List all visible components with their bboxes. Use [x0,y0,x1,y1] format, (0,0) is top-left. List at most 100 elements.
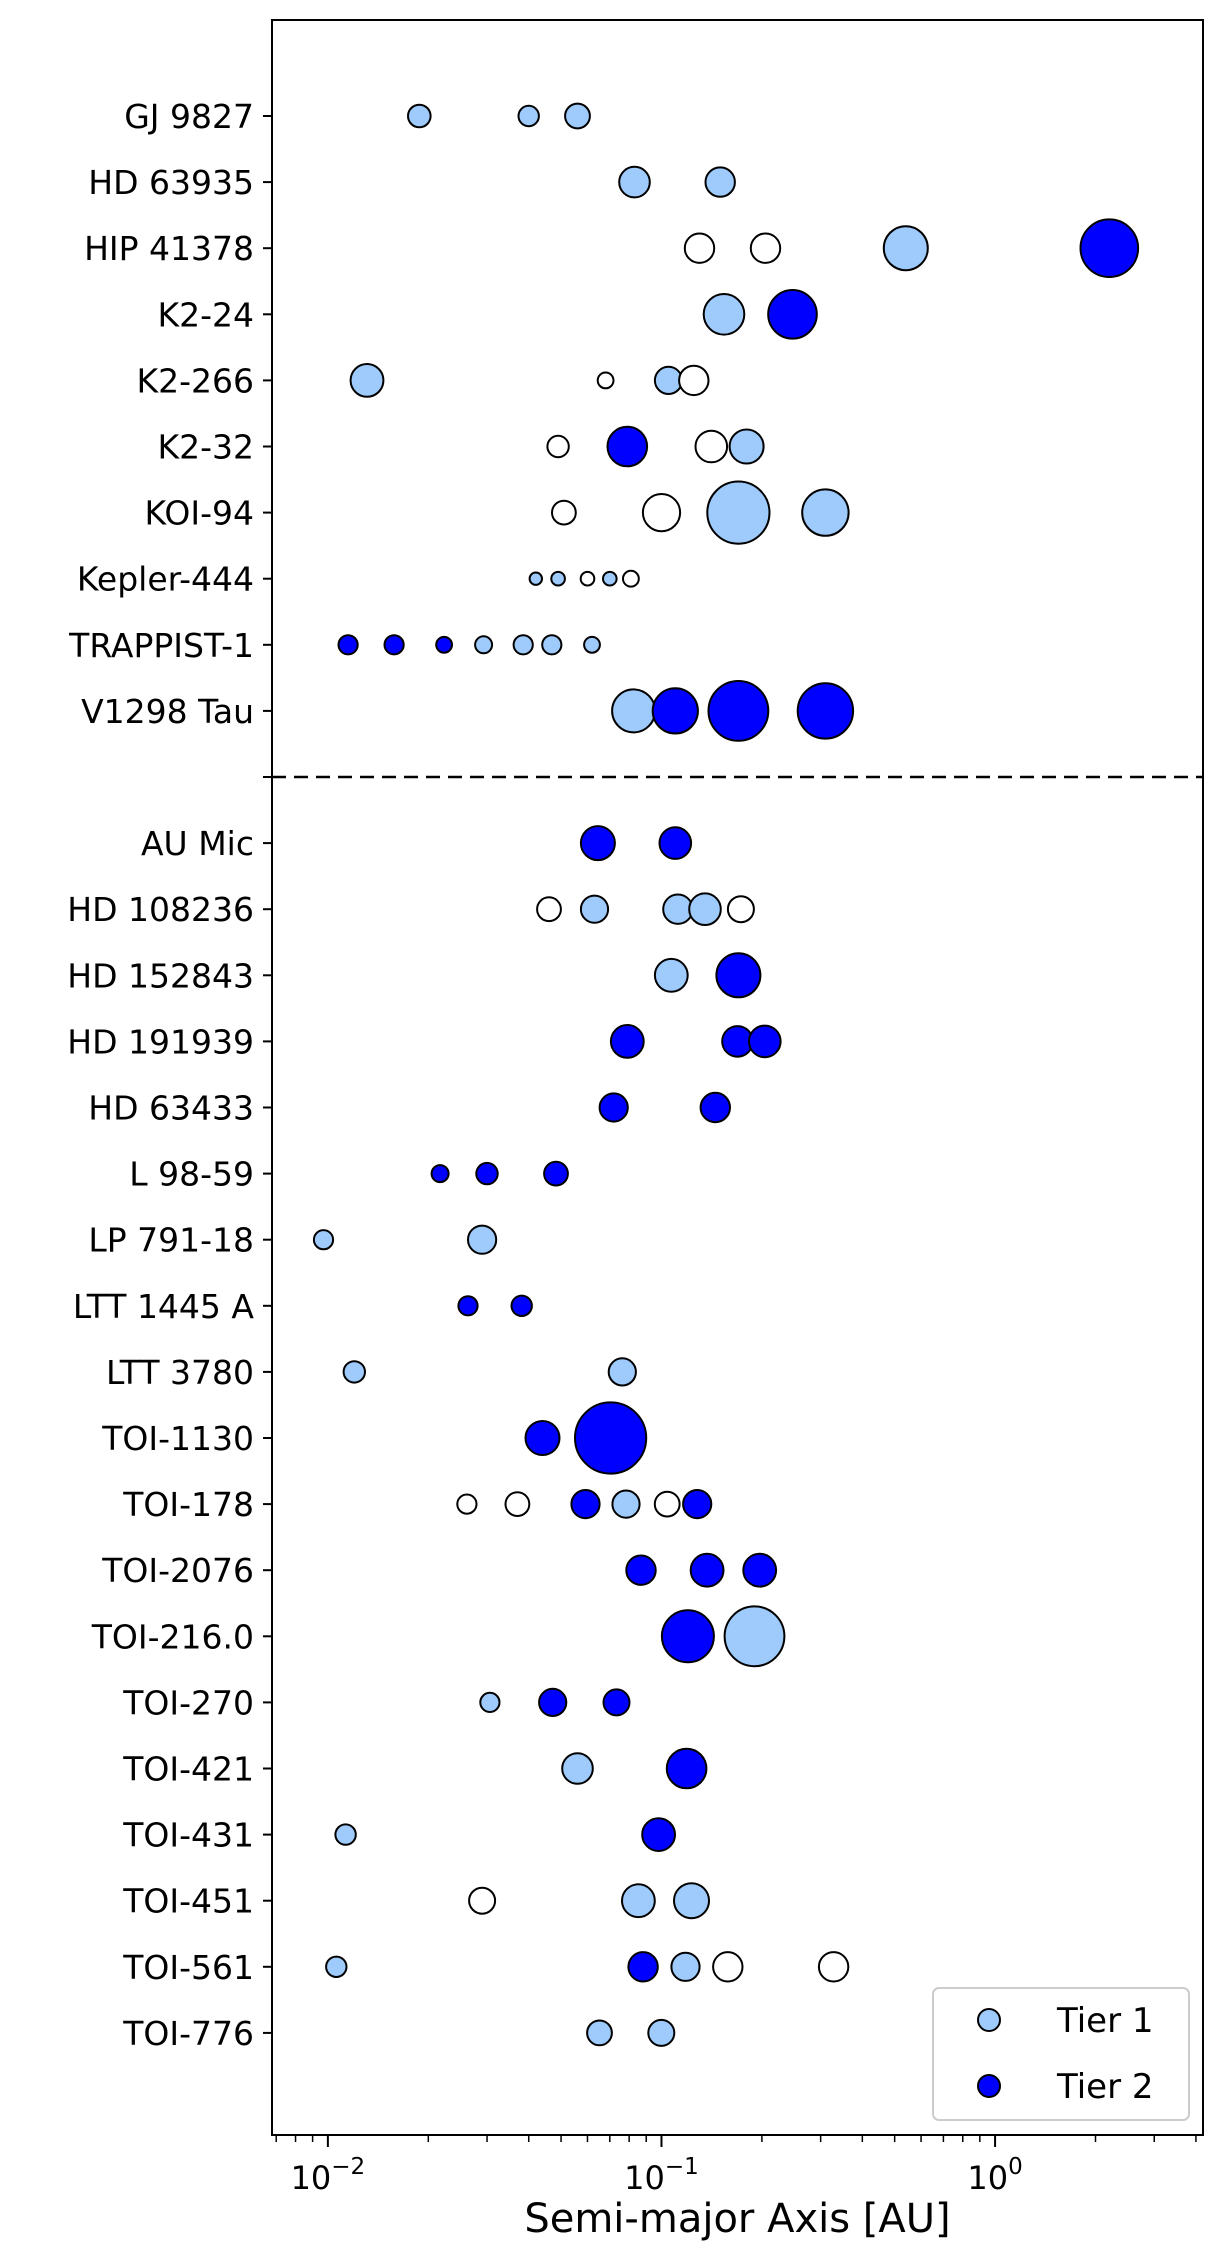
x-tick-base: 10 [624,2159,665,2197]
planet-marker [467,1224,498,1255]
y-tick-label: TOI-178 [122,1485,254,1524]
planet-marker [574,1401,648,1475]
y-tick-label: GJ 9827 [124,97,254,136]
planet-marker [564,102,591,130]
y-tick-label: HD 63935 [88,163,254,202]
planet-marker [579,570,596,587]
planet-marker [653,365,684,395]
x-tick-exponent: −2 [331,2154,365,2180]
planet-marker [337,634,359,656]
x-tick-exponent: 0 [1008,2154,1023,2180]
planet-marker [704,166,736,198]
legend-marker [977,2074,1001,2098]
planet-marker [570,1489,601,1520]
y-tick-label: HD 63433 [88,1089,254,1128]
planet-marker [479,1691,501,1714]
planet-marker [457,1295,479,1317]
planet-marker [712,1951,744,1983]
legend-marker [977,2008,1001,2032]
planet-marker [546,434,570,459]
planet-marker [715,952,762,999]
planet-marker [665,1747,708,1790]
x-tick-label: 100 [967,2154,1022,2197]
planet-marker [678,364,710,397]
planet-marker [583,635,601,654]
planet-marker [504,1491,531,1517]
x-tick-label: 10−1 [624,2154,699,2197]
planet-marker [689,1552,725,1588]
planet-marker [517,104,540,128]
y-tick-label: TOI-561 [122,1948,254,1987]
planet-marker [611,688,657,734]
planet-marker [742,1552,778,1588]
y-tick-label: TOI-431 [122,1816,254,1855]
y-tick-label: KOI-94 [145,494,254,533]
planet-marker [694,429,729,464]
planet-marker [682,1489,713,1520]
planet-marker [602,1688,631,1717]
planet-marker [1079,218,1140,278]
planet-marker [609,1024,645,1059]
planet-marker [435,635,454,654]
planet-marker [673,1882,710,1920]
planet-marker [688,892,722,927]
planet-marker [707,680,770,742]
planet-marker [647,2018,676,2047]
planet-marker [699,1091,731,1124]
planet-marker [651,687,699,735]
planet-marker [541,634,563,656]
planet-marker [625,1554,657,1586]
planet-marker [611,1489,641,1519]
planet-marker [882,225,929,272]
planet-marker [749,232,782,264]
planet-marker [528,571,543,586]
planet-marker [586,2019,613,2047]
y-tick-label: TOI-421 [122,1750,254,1789]
y-tick-label: LP 791-18 [88,1221,254,1260]
y-tick-label: K2-32 [157,428,254,467]
legend: Tier 1 Tier 2 [932,1987,1190,2121]
planet-marker [524,1420,561,1456]
planet-marker [662,893,694,925]
planet-marker [456,1493,478,1515]
planet-marker [606,425,649,468]
legend-label: Tier 1 [1056,2001,1154,2041]
planet-marker [723,1605,786,1668]
planet-marker [468,1886,497,1915]
planet-marker [627,1951,659,1983]
planet-marker [660,1609,715,1664]
planet-marker [726,895,755,924]
x-tick-base: 10 [291,2159,332,2197]
planet-marker [342,1360,366,1384]
planet-marker [596,371,615,390]
y-tick-label: LTT 3780 [106,1353,254,1392]
planet-marker [683,232,716,264]
x-tick-exponent: −1 [665,2154,699,2180]
planet-marker [702,293,746,336]
y-tick-label: TOI-216.0 [91,1617,254,1656]
y-tick-label: TOI-1130 [101,1419,254,1458]
planet-marker [796,682,855,740]
y-tick-label: TOI-270 [122,1683,254,1722]
planet-marker [550,570,566,587]
y-tick-label: TOI-451 [122,1882,254,1921]
planet-marker [579,825,616,862]
planet-marker [538,1687,568,1718]
planet-marker [325,1955,348,1979]
y-tick-label: LTT 1445 A [73,1287,255,1326]
y-tick-label: Kepler-444 [77,560,254,599]
planet-marker [621,1883,656,1919]
y-tick-label: L 98-59 [129,1155,254,1194]
planet-marker [475,1161,499,1186]
planet-marker [670,1951,701,1982]
y-tick-label: K2-24 [157,295,254,334]
planet-marker [512,634,534,656]
x-tick-base: 10 [967,2159,1008,2197]
planet-marker [602,570,618,587]
planet-marker [430,1164,450,1184]
y-tick-label: TOI-776 [122,2014,254,2053]
y-tick-label: HD 152843 [67,956,254,995]
plot-frame [271,19,1204,2136]
x-tick-label: 10−2 [291,2154,366,2197]
x-axis-ticks: 10−2 10−1 100 [275,2135,1197,2197]
